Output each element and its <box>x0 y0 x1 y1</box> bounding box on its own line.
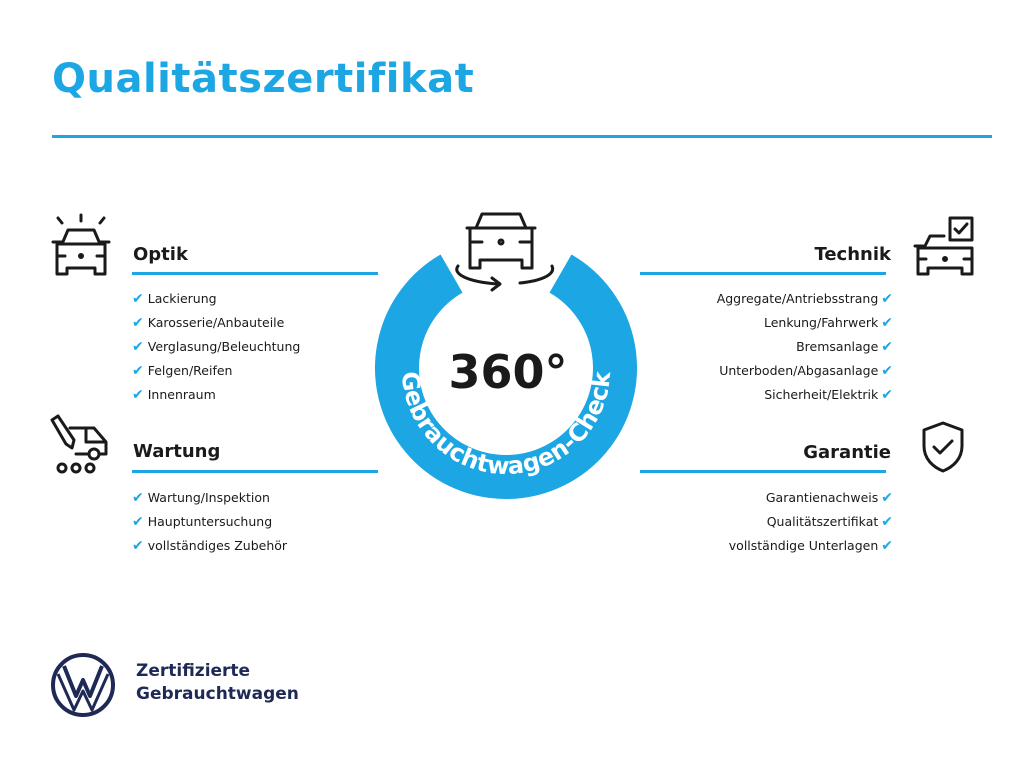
list-item: ✔ Felgen/Reifen <box>132 363 233 379</box>
list-item: ✔ Verglasung/Beleuchtung <box>132 339 301 355</box>
badge-big-text: 360° <box>448 345 567 399</box>
check-icon: ✔ <box>881 387 893 403</box>
list-item: ✔ Lackierung <box>132 291 217 307</box>
section-divider-wartung <box>132 470 378 473</box>
list-item: Sicherheit/Elektrik ✔ <box>764 387 893 403</box>
service-van-icon <box>50 414 108 474</box>
car-lights-icon <box>51 213 111 276</box>
vw-logo <box>51 653 115 717</box>
check-icon: ✔ <box>881 291 893 307</box>
list-item: Qualitätszertifikat ✔ <box>766 514 893 530</box>
list-item: ✔ Wartung/Inspektion <box>132 490 270 506</box>
list-item: Unterboden/Abgasanlage ✔ <box>719 363 893 379</box>
check-icon: ✔ <box>132 363 144 379</box>
section-title-wartung: Wartung <box>133 441 221 462</box>
check-icon: ✔ <box>132 490 144 506</box>
section-title-optik: Optik <box>133 244 188 265</box>
page-title: Qualitätszertifikat <box>52 56 475 102</box>
section-divider-garantie <box>640 470 886 473</box>
check-icon: ✔ <box>881 315 893 331</box>
list-item: ✔ Innenraum <box>132 387 216 403</box>
list-item: ✔ Karosserie/Anbauteile <box>132 315 285 331</box>
check-icon: ✔ <box>132 514 144 530</box>
list-item: ✔ Hauptuntersuchung <box>132 514 273 530</box>
list-item: ✔ vollständiges Zubehör <box>132 538 288 554</box>
optik-list: ✔ Lackierung ✔ Karosserie/Anbauteile ✔ Verg… <box>132 287 300 407</box>
check-icon: ✔ <box>132 538 144 554</box>
list-item: vollständige Unterlagen ✔ <box>728 538 893 554</box>
check-icon: ✔ <box>881 514 893 530</box>
check-icon: ✔ <box>132 387 144 403</box>
check-icon: ✔ <box>881 538 893 554</box>
section-divider-technik <box>640 272 886 275</box>
garantie-list: Garantienachweis ✔ Qualitätszertifikat ✔ v… <box>729 486 893 558</box>
car-rotate-icon <box>455 212 555 292</box>
car-checklist-icon <box>913 216 974 276</box>
check-icon: ✔ <box>132 315 144 331</box>
wartung-list: ✔ Wartung/Inspektion ✔ Hauptuntersuchung ✔… <box>132 486 287 558</box>
list-item: Aggregate/Antriebsstrang ✔ <box>716 291 893 307</box>
check-icon: ✔ <box>881 339 893 355</box>
list-item: Bremsanlage ✔ <box>796 339 893 355</box>
section-divider-optik <box>132 272 378 275</box>
technik-list: Aggregate/Antriebsstrang ✔ Lenkung/Fahrwe… <box>717 287 893 407</box>
check-icon: ✔ <box>881 363 893 379</box>
section-title-garantie: Garantie <box>803 442 891 463</box>
brand-text: Zertifizierte Gebrauchtwagen <box>136 661 299 704</box>
section-title-technik: Technik <box>814 244 891 265</box>
gebrauchtwagen-check-badge: 360° Gebrauchtwagen-Check <box>375 212 637 499</box>
shield-check-icon <box>922 421 964 473</box>
list-item: Garantienachweis ✔ <box>765 490 893 506</box>
check-icon: ✔ <box>132 339 144 355</box>
title-divider <box>52 135 992 138</box>
list-item: Lenkung/Fahrwerk ✔ <box>764 315 893 331</box>
badge-ring <box>375 254 637 499</box>
check-icon: ✔ <box>132 291 144 307</box>
check-icon: ✔ <box>881 490 893 506</box>
